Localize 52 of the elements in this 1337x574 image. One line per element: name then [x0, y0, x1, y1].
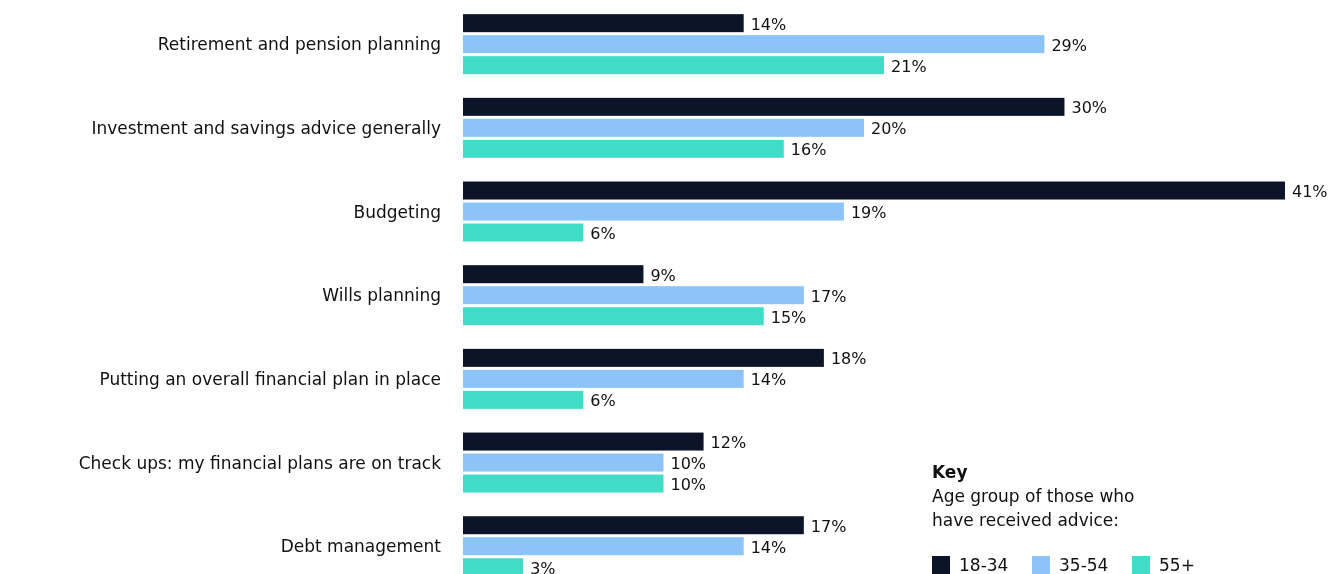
bar: [463, 181, 1285, 200]
data-label: 17%: [810, 516, 847, 536]
bar: [463, 265, 644, 284]
legend-title: Key Age group of those who have received advice:: [932, 462, 1135, 530]
legend-label: 35-54: [1059, 555, 1109, 574]
bar: [463, 516, 804, 535]
y-tick-label: Putting an overall financial plan in place: [99, 368, 441, 389]
bar: [463, 97, 1065, 116]
data-label: 20%: [870, 119, 907, 139]
data-label: 14%: [750, 370, 787, 390]
y-tick-label: Budgeting: [353, 201, 441, 222]
bar: [463, 390, 584, 409]
data-label: 14%: [750, 14, 787, 34]
data-label: 30%: [1071, 98, 1108, 118]
data-label: 3%: [530, 558, 556, 574]
bar: [463, 202, 844, 221]
bar: [463, 118, 864, 137]
bar: [463, 286, 804, 305]
bar: [463, 56, 885, 75]
bar: [463, 537, 744, 556]
legend-label: 18-34: [959, 555, 1009, 574]
data-label: 14%: [750, 537, 787, 557]
data-label: 9%: [650, 265, 676, 285]
bar: [463, 348, 824, 367]
data-label: 6%: [590, 224, 616, 244]
data-label: 16%: [790, 140, 827, 160]
y-tick-label: Investment and savings advice generally: [91, 117, 441, 138]
bar: [463, 369, 744, 388]
y-tick-label: Retirement and pension planning: [157, 34, 441, 55]
bar: [463, 139, 784, 158]
data-label: 15%: [770, 307, 807, 327]
data-label: 21%: [891, 56, 927, 76]
data-label: 6%: [590, 391, 616, 411]
bar: [463, 14, 744, 33]
bar: [463, 474, 664, 493]
data-label: 12%: [710, 433, 747, 453]
bar: [463, 453, 664, 472]
bar: [463, 432, 704, 451]
y-tick-label: Debt management: [280, 536, 442, 557]
data-label: 10%: [670, 454, 707, 474]
bar: [463, 223, 584, 242]
data-label: 17%: [810, 286, 847, 306]
bar: [463, 35, 1045, 54]
data-label: 41%: [1292, 182, 1328, 202]
y-tick-label: Check ups: my financial plans are on track: [78, 452, 442, 473]
y-tick-label: Wills planning: [322, 285, 441, 306]
data-label: 19%: [850, 203, 887, 223]
data-label: 29%: [1051, 35, 1087, 55]
data-label: 18%: [830, 349, 867, 369]
legend-label: 55+: [1159, 555, 1195, 574]
data-label: 10%: [670, 475, 707, 495]
bar: [463, 307, 764, 326]
